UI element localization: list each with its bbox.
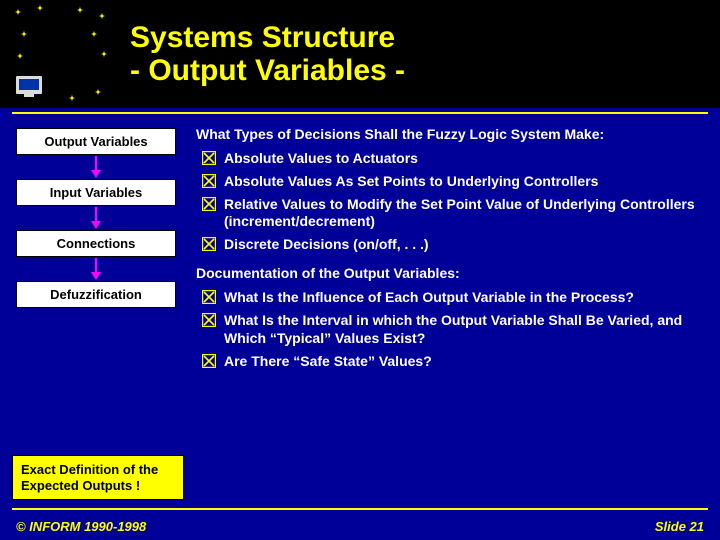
section2-bullets: What Is the Influence of Each Output Var… bbox=[196, 289, 704, 369]
bullet-text: Absolute Values to Actuators bbox=[224, 150, 418, 166]
bullet-mark-icon bbox=[202, 290, 216, 304]
bullet-mark-icon bbox=[202, 151, 216, 165]
bullet-item: What Is the Influence of Each Output Var… bbox=[202, 289, 704, 306]
bullet-mark-icon bbox=[202, 354, 216, 368]
right-column: What Types of Decisions Shall the Fuzzy … bbox=[196, 126, 704, 382]
flow-box-defuzzification: Defuzzification bbox=[16, 281, 176, 308]
bullet-mark-icon bbox=[202, 174, 216, 188]
flow-label: Output Variables bbox=[44, 134, 147, 149]
flow-label: Defuzzification bbox=[50, 287, 142, 302]
bullet-item: Absolute Values to Actuators bbox=[202, 150, 704, 167]
bullet-item: Absolute Values As Set Points to Underly… bbox=[202, 173, 704, 190]
section1-bullets: Absolute Values to Actuators Absolute Va… bbox=[196, 150, 704, 253]
bullet-item: Relative Values to Modify the Set Point … bbox=[202, 196, 704, 230]
content-area: Output Variables Input Variables Connect… bbox=[0, 120, 720, 504]
callout-text: Exact Definition of the Expected Outputs… bbox=[21, 462, 158, 492]
flow-arrow-icon bbox=[12, 206, 180, 230]
flow-label: Connections bbox=[57, 236, 136, 251]
flow-label: Input Variables bbox=[50, 185, 142, 200]
bullet-item: Discrete Decisions (on/off, . . .) bbox=[202, 236, 704, 253]
bullet-text: Discrete Decisions (on/off, . . .) bbox=[224, 236, 429, 252]
bullet-mark-icon bbox=[202, 197, 216, 211]
bullet-text: Relative Values to Modify the Set Point … bbox=[224, 196, 695, 229]
footer-slide-number: Slide 21 bbox=[655, 519, 704, 534]
slide: Systems Structure - Output Variables - O… bbox=[0, 0, 720, 540]
flow-arrow-icon bbox=[12, 155, 180, 179]
flow-box-output-variables: Output Variables bbox=[16, 128, 176, 155]
flow-column: Output Variables Input Variables Connect… bbox=[12, 128, 180, 308]
logo-graphic bbox=[0, 0, 120, 108]
bullet-text: What Is the Interval in which the Output… bbox=[224, 312, 682, 345]
bullet-text: What Is the Influence of Each Output Var… bbox=[224, 289, 634, 305]
bullet-mark-icon bbox=[202, 313, 216, 327]
footer-copyright: © INFORM 1990-1998 bbox=[16, 519, 146, 534]
flow-arrow-icon bbox=[12, 257, 180, 281]
section1-heading: What Types of Decisions Shall the Fuzzy … bbox=[196, 126, 704, 142]
logo-area bbox=[0, 0, 120, 108]
bullet-text: Absolute Values As Set Points to Underly… bbox=[224, 173, 598, 189]
footer: © INFORM 1990-1998 Slide 21 bbox=[0, 512, 720, 540]
bullet-text: Are There “Safe State” Values? bbox=[224, 353, 432, 369]
callout-box: Exact Definition of the Expected Outputs… bbox=[12, 455, 184, 500]
bullet-item: Are There “Safe State” Values? bbox=[202, 353, 704, 370]
flow-box-input-variables: Input Variables bbox=[16, 179, 176, 206]
bottom-divider bbox=[12, 508, 708, 510]
section2-heading: Documentation of the Output Variables: bbox=[196, 265, 704, 281]
bullet-item: What Is the Interval in which the Output… bbox=[202, 312, 704, 346]
title-box: Systems Structure - Output Variables - bbox=[120, 0, 720, 108]
flow-box-connections: Connections bbox=[16, 230, 176, 257]
bullet-mark-icon bbox=[202, 237, 216, 251]
slide-title: Systems Structure - Output Variables - bbox=[130, 21, 405, 87]
header: Systems Structure - Output Variables - bbox=[0, 0, 720, 108]
top-divider bbox=[12, 112, 708, 114]
